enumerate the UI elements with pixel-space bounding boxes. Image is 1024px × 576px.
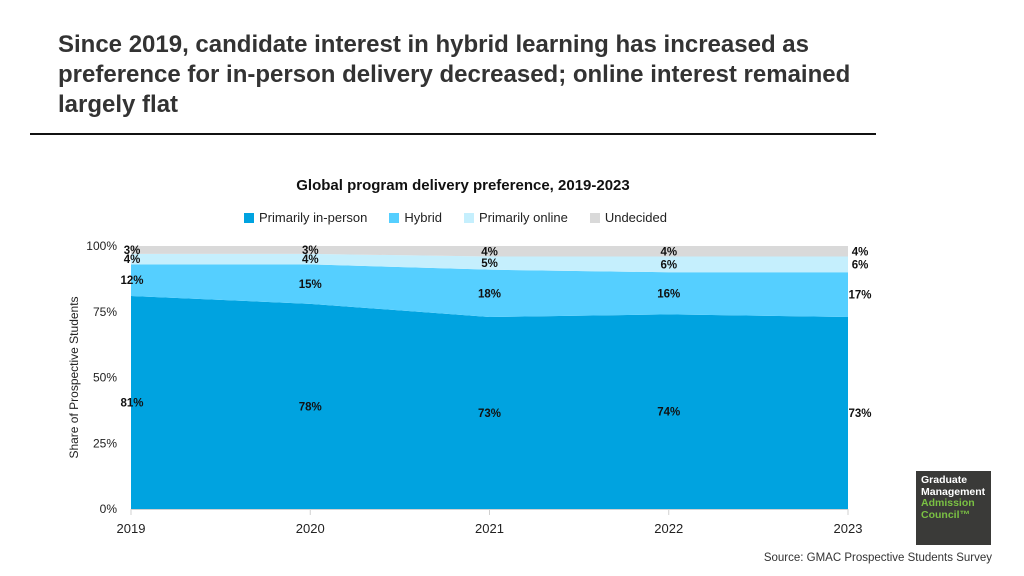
chart-legend: Primarily in-person Hybrid Primarily onl… (244, 210, 667, 225)
headline: Since 2019, candidate interest in hybrid… (58, 31, 851, 118)
data-label: 6% (852, 259, 869, 271)
data-label: 4% (660, 246, 677, 258)
legend-item-undecided: Undecided (589, 210, 667, 225)
data-label: 16% (657, 288, 680, 300)
headline-divider (30, 133, 876, 135)
x-tick-label: 2022 (654, 521, 683, 536)
gmac-logo: Graduate Management Admission Council™ (916, 471, 991, 545)
legend-swatch-undecided (589, 212, 600, 223)
legend-label: Primarily in-person (259, 210, 368, 225)
legend-item-hybrid: Hybrid (389, 210, 442, 225)
data-label: 4% (481, 246, 498, 258)
legend-label: Hybrid (404, 210, 442, 225)
x-tick-label: 2020 (296, 521, 325, 536)
y-tick-label: 75% (93, 305, 117, 319)
data-label: 73% (848, 408, 871, 420)
data-label: 78% (299, 401, 322, 413)
y-tick-label: 50% (93, 371, 117, 385)
area-undecided (131, 246, 848, 257)
data-label: 3% (302, 245, 319, 257)
data-label: 3% (124, 245, 141, 257)
legend-label: Undecided (604, 210, 667, 225)
legend-swatch-online (463, 212, 474, 223)
data-label: 81% (120, 397, 143, 409)
data-label: 4% (852, 246, 869, 258)
y-axis-label: Share of Prospective Students (67, 296, 81, 458)
y-tick-label: 100% (86, 239, 117, 253)
logo-line: Graduate (921, 474, 968, 486)
source-note: Source: GMAC Prospective Students Survey (763, 552, 992, 564)
legend-swatch-in-person (244, 212, 254, 223)
y-tick-label: 25% (93, 436, 117, 450)
logo-line: Management (921, 485, 986, 498)
data-label: 12% (120, 275, 143, 287)
x-tick-label: 2023 (834, 521, 863, 536)
legend-item-in-person: Primarily in-person (244, 210, 367, 225)
data-label: 18% (478, 288, 501, 300)
data-label: 4% (302, 254, 319, 266)
area-primarily-online (131, 253, 848, 273)
y-tick-label: 0% (100, 502, 118, 516)
legend-swatch-hybrid (389, 212, 400, 223)
data-label: 6% (660, 259, 677, 271)
legend-label: Primarily online (478, 210, 568, 225)
data-label: 5% (481, 258, 498, 270)
data-label: 74% (657, 407, 680, 419)
data-label: 4% (124, 254, 141, 266)
logo-line: Council™ (921, 508, 970, 521)
x-tick-label: 2019 (117, 521, 146, 536)
chart-title: Global program delivery preference, 2019… (296, 177, 630, 194)
data-label: 15% (299, 279, 322, 291)
x-tick-label: 2021 (475, 521, 504, 536)
area-primarily-in-person (131, 295, 848, 509)
data-label: 73% (478, 408, 501, 420)
area-hybrid (131, 264, 848, 318)
logo-line: Admission (921, 497, 975, 509)
data-label: 17% (848, 290, 871, 302)
legend-item-online: Primarily online (463, 210, 568, 225)
